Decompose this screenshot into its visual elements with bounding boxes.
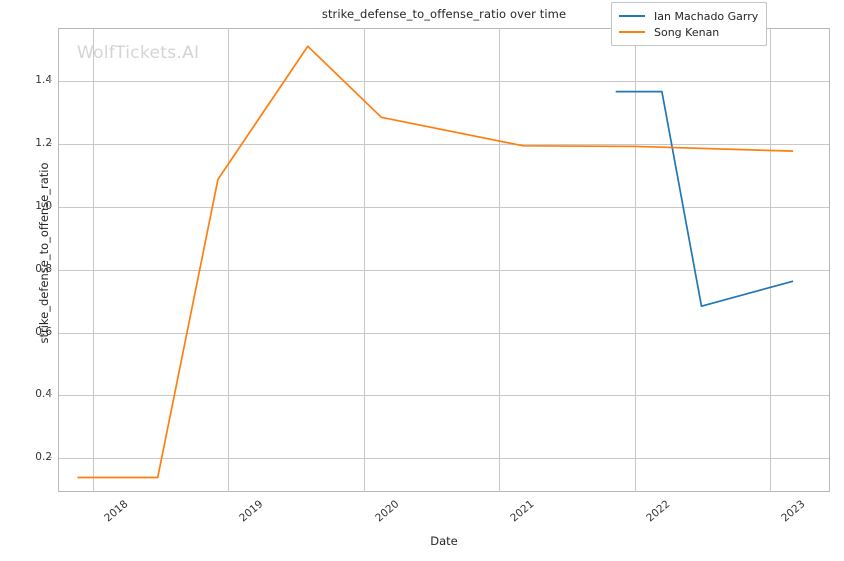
y-tick-label: 0.4 [35, 388, 52, 401]
x-axis-ticks: 2018 2019 2020 2021 2022 2023 [58, 492, 830, 536]
gridline-horizontal [59, 458, 829, 460]
y-tick-label: 1.0 [35, 199, 52, 212]
gridline-horizontal [59, 395, 829, 397]
y-tick-mark [48, 205, 52, 207]
gridline-vertical [93, 29, 95, 491]
y-tick-label: 0.6 [35, 325, 52, 338]
gridline-vertical [499, 29, 501, 491]
y-tick-mark [48, 142, 52, 144]
gridline-horizontal [59, 332, 829, 334]
legend-item-label: Song Kenan [654, 25, 720, 39]
legend-item[interactable]: Song Kenan [619, 24, 758, 40]
y-tick-label: 0.2 [35, 451, 52, 464]
y-tick-label: 1.4 [35, 73, 52, 86]
legend-item-label: Ian Machado Garry [654, 9, 759, 23]
series-lines [77, 45, 794, 479]
y-tick-label: 1.2 [35, 136, 52, 149]
legend-item[interactable]: Ian Machado Garry [619, 8, 758, 24]
y-tick-mark [48, 331, 52, 333]
gridline-horizontal [59, 269, 829, 271]
y-tick-mark [48, 457, 52, 459]
gridline-horizontal [59, 80, 829, 82]
x-tick-label: 2020 [372, 498, 402, 525]
gridline-vertical [769, 29, 771, 491]
x-tick-label: 2019 [237, 498, 266, 525]
y-tick-mark [48, 79, 52, 81]
y-axis-ticks: 0.2 0.4 0.6 0.8 1.0 1.2 1.4 [0, 28, 52, 492]
x-tick-label: 2022 [643, 498, 673, 525]
x-tick-label: 2021 [508, 498, 537, 525]
y-tick-mark [48, 268, 52, 270]
legend-swatch-icon [619, 31, 645, 33]
gridline-horizontal [59, 143, 829, 145]
gridline-vertical [228, 29, 230, 491]
gridline-vertical [634, 29, 636, 491]
series-line [77, 45, 794, 479]
x-tick-label: 2023 [779, 498, 808, 525]
gridline-horizontal [59, 206, 829, 208]
legend-swatch-icon [619, 15, 645, 17]
y-tick-label: 0.8 [35, 262, 52, 275]
series-line [615, 90, 794, 308]
chart-legend: Ian Machado Garry Song Kenan [611, 2, 768, 46]
gridline-vertical [363, 29, 365, 491]
x-axis-label: Date [430, 534, 458, 548]
plot-area: WolfTickets.AI [58, 28, 830, 492]
y-tick-mark [48, 394, 52, 396]
x-tick-label: 2018 [102, 498, 131, 525]
chart-title: strike_defense_to_offense_ratio over tim… [321, 7, 567, 21]
